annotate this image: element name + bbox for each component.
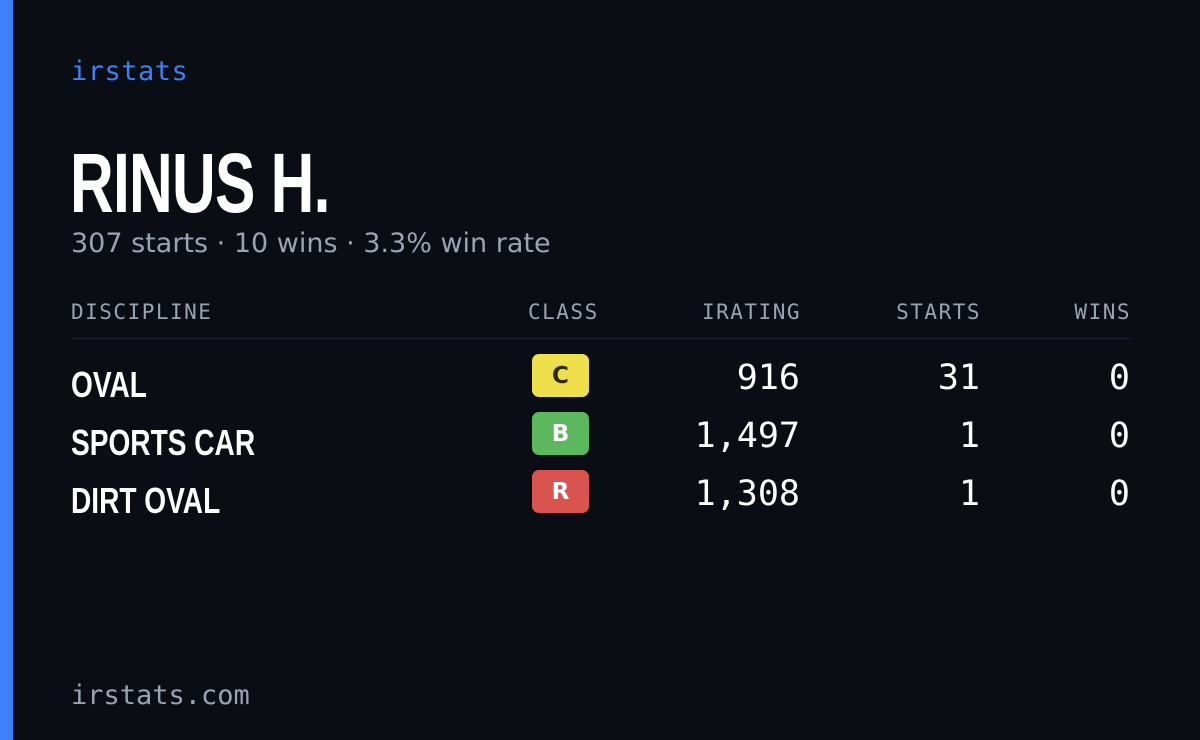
- wins-value: 0: [1108, 416, 1130, 456]
- table-row-dirt-oval: DIRT OVAL R 1,308 1 0: [71, 470, 1131, 521]
- header-class: CLASS: [528, 300, 599, 324]
- player-summary: 307 starts · 10 wins · 3.3% win rate: [71, 228, 551, 259]
- class-badge: R: [532, 470, 589, 513]
- irating-value: 916: [736, 358, 800, 398]
- wins-value: 0: [1108, 474, 1130, 514]
- starts-value: 1: [958, 416, 980, 456]
- starts-value: 31: [937, 358, 980, 398]
- brand-logo: irstats: [71, 56, 189, 87]
- irating-value: 1,497: [694, 416, 800, 456]
- player-name: RINUS H.: [70, 136, 330, 230]
- header-starts: STARTS: [896, 300, 981, 324]
- irating-value: 1,308: [694, 474, 800, 514]
- header-irating: IRATING: [701, 300, 801, 324]
- discipline-name: SPORTS CAR: [71, 422, 256, 463]
- class-badge: B: [532, 412, 589, 455]
- table-row-sports-car: SPORTS CAR B 1,497 1 0: [71, 412, 1131, 463]
- discipline-name: DIRT OVAL: [71, 480, 221, 521]
- header-wins: WINS: [1074, 300, 1131, 324]
- header-discipline: DISCIPLINE: [71, 300, 213, 324]
- table-row-oval: OVAL C 916 31 0: [71, 354, 1131, 405]
- table-header: DISCIPLINE CLASS IRATING STARTS WINS: [71, 300, 1131, 339]
- wins-value: 0: [1108, 358, 1130, 398]
- discipline-name: OVAL: [71, 364, 147, 405]
- footer-url: irstats.com: [71, 680, 250, 711]
- class-badge: C: [532, 354, 589, 397]
- accent-bar: [0, 0, 13, 740]
- starts-value: 1: [958, 474, 980, 514]
